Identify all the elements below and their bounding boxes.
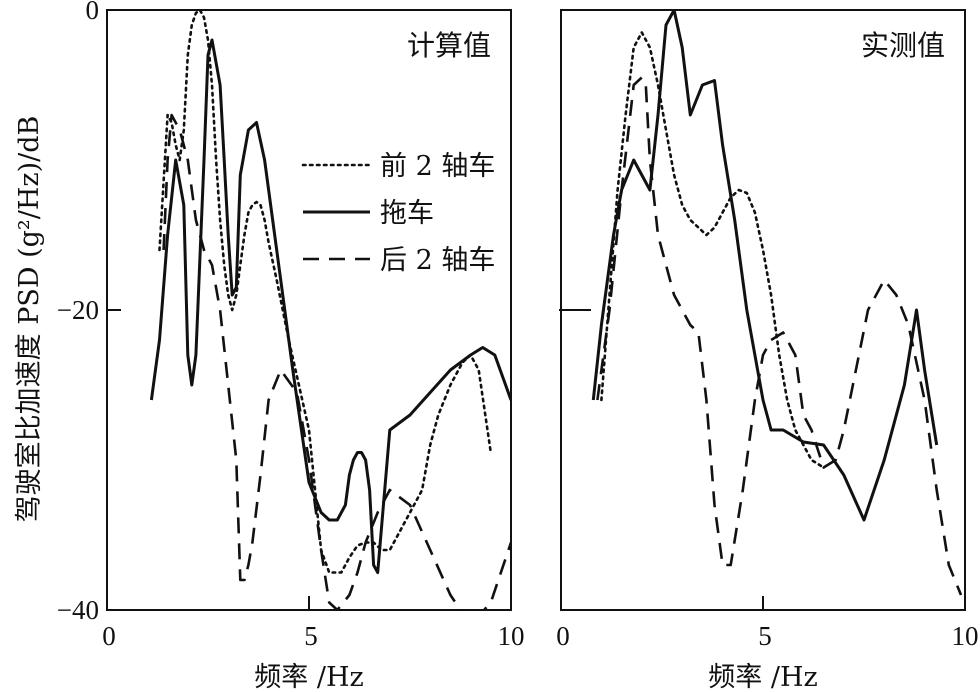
x-axis-title: 频率 /Hz: [708, 662, 817, 692]
y-tick-label: −20: [57, 295, 99, 325]
x-tick-label: 0: [556, 621, 570, 651]
x-tick-label: 10: [952, 621, 979, 651]
x-axis-title: 频率 /Hz: [254, 662, 363, 692]
plot-frame: [560, 9, 966, 611]
x-tick-label: 0: [102, 621, 116, 651]
x-tick-label: 10: [498, 621, 525, 651]
x-tick-label: 5: [758, 621, 772, 651]
panel-label: 计算值: [407, 29, 491, 62]
panel-label: 实测值: [861, 29, 945, 62]
x-tick-label: 5: [304, 621, 318, 651]
series-line-rear-2-axle: [162, 113, 511, 610]
legend-label-rear-2-axle: 后 2 轴车: [380, 245, 495, 276]
series-line-trailer: [591, 10, 939, 522]
y-tick-label: −40: [57, 595, 99, 625]
legend-label-trailer: 拖车: [380, 198, 434, 229]
panel-measured: 0 5 10 频率 /Hz 实测值: [556, 9, 979, 692]
series-line-trailer: [149, 38, 511, 574]
series-line-front-2-axle: [158, 10, 493, 574]
plot-frame: [106, 9, 512, 611]
series-line-rear-2-axle: [596, 76, 963, 596]
legend-label-front-2-axle: 前 2 轴车: [380, 151, 495, 182]
y-tick-label: 0: [86, 0, 100, 25]
y-axis-title: 驾驶室比加速度 PSD (g²/Hz)/dB: [14, 116, 45, 523]
series-line-front-2-axle: [600, 31, 825, 469]
